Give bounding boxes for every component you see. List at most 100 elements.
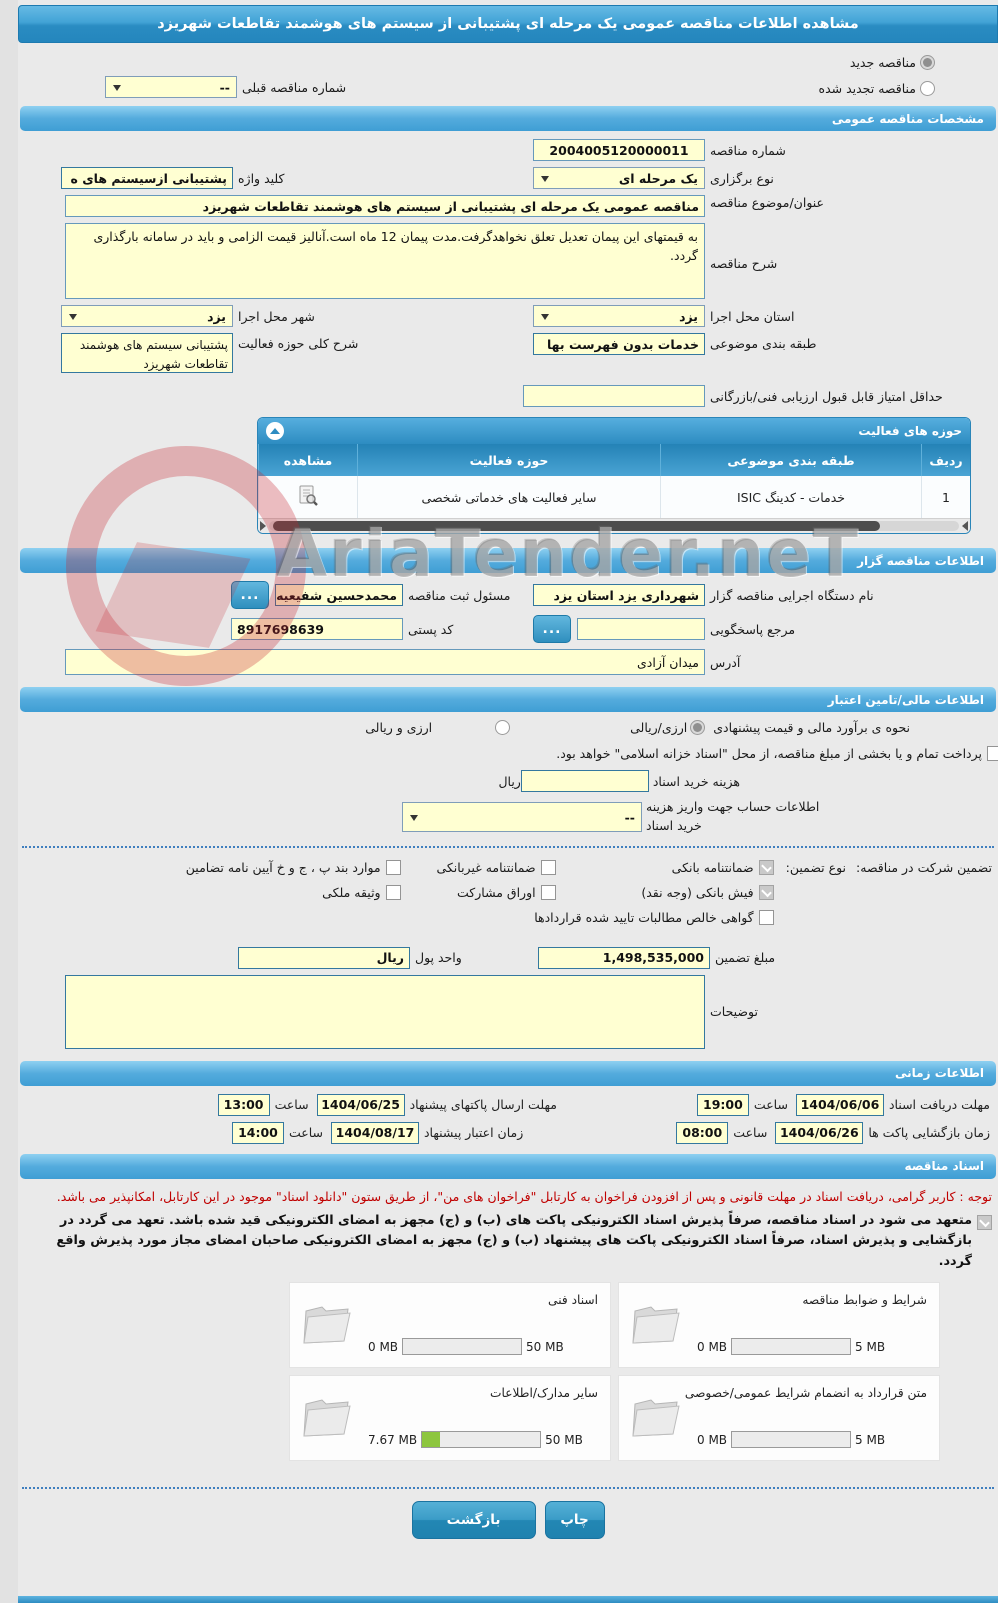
guarantee-checkbox[interactable] (540, 859, 556, 875)
row-index: 1 (921, 476, 970, 518)
guarantee-option: ضمانتنامه بانکی (556, 859, 774, 875)
col-index: ردیف (921, 444, 970, 476)
estimate-both-radio[interactable] (495, 720, 511, 735)
description-textarea[interactable]: به قیمتهای این پیمان تعدیل تعلق نخواهدگر… (65, 223, 705, 299)
tender-number-field[interactable]: 2004005120000011 (533, 139, 705, 161)
chevron-down-icon (410, 815, 418, 821)
scroll-right-icon[interactable] (260, 521, 266, 531)
packet-send-deadline: مهلت ارسال پاکتهای پیشنهاد 1404/06/25 سا… (217, 1093, 557, 1116)
upload-card-contract[interactable]: متن قرارداد به انضمام شرایط عمومی/خصوصی … (618, 1375, 940, 1462)
used-size: 0 MB (697, 1339, 728, 1354)
currency-field[interactable]: ریال (238, 946, 410, 969)
city-select[interactable]: یزد (61, 305, 233, 327)
upload-card-terms[interactable]: شرایط و ضوابط مناقصه 0 MB 5 MB (618, 1282, 940, 1369)
packet-open-time-field[interactable]: 08:00 (676, 1121, 729, 1144)
commitment-checkbox[interactable] (977, 1214, 992, 1230)
chevron-down-icon (541, 314, 549, 320)
back-button[interactable]: بازگشت (411, 1501, 536, 1540)
offer-validity-time-field[interactable]: 14:00 (231, 1121, 284, 1144)
contact-postal-row: مرجع پاسخگویی ... کد پستی 8917698639 (26, 615, 990, 643)
currency-label: واحد پول (415, 950, 462, 966)
packet-open-date-field[interactable]: 1404/06/26 (775, 1121, 864, 1144)
folder-icon (632, 1306, 680, 1344)
treasury-checkbox[interactable] (987, 746, 998, 761)
collapse-up-icon[interactable] (266, 422, 284, 440)
account-row: اطلاعات حساب جهت واریز هزینه خرید اسناد … (18, 798, 998, 836)
commitment-row: متعهد می شود در اسناد مناقصه، صرفاً پذیر… (24, 1211, 992, 1272)
city-label: شهر محل اجرا (238, 308, 315, 324)
view-details-icon[interactable] (296, 484, 320, 508)
keyword-field[interactable]: پشتیبانی ازسیستم های ه (61, 167, 233, 189)
guarantee-amount-label: مبلغ تضمین (715, 950, 776, 966)
page-container: مشاهده اطلاعات مناقصه عمومی یک مرحله ای … (18, 0, 998, 1603)
holding-type-select[interactable]: یک مرحله ای (533, 167, 705, 189)
keyword-label: کلید واژه (238, 170, 285, 186)
packet-open-time: زمان بازگشایی پاکت ها 1404/06/26 ساعت 08… (676, 1121, 990, 1144)
province-city-row: استان محل اجرا یزد شهر محل اجرا یزد (26, 305, 990, 327)
print-button[interactable]: چاپ (544, 1501, 605, 1540)
guarantee-checkbox[interactable] (385, 859, 401, 875)
section-organizer-header: اطلاعات مناقصه گزار (20, 548, 996, 573)
guarantee-checkbox[interactable] (385, 884, 401, 900)
offer-validity-date-field[interactable]: 1404/08/17 (330, 1121, 419, 1144)
postal-field[interactable]: 8917698639 (231, 618, 403, 640)
address-field[interactable]: میدان آزادی (65, 649, 705, 675)
account-select[interactable]: -- (402, 802, 642, 832)
doc-fee-field[interactable] (520, 770, 649, 793)
guarantee-option: فیش بانکی (وجه نقد) (556, 884, 774, 900)
used-size: 7.67 MB (368, 1432, 418, 1447)
max-size: 50 MB (545, 1432, 583, 1447)
min-score-field[interactable] (523, 385, 705, 407)
agency-label: نام دستگاه اجرایی مناقصه گزار (710, 587, 874, 603)
folder-icon (632, 1399, 680, 1437)
upload-progressbar (731, 1431, 852, 1449)
packet-send-date-field[interactable]: 1404/06/25 (316, 1093, 405, 1116)
chevron-down-icon (113, 85, 121, 91)
tender-new-row: مناقصه جدید (18, 55, 998, 70)
max-size: 5 MB (855, 1339, 886, 1354)
subject-field[interactable]: مناقصه عمومی یک مرحله ای پشتیبانی از سیس… (65, 195, 705, 217)
packet-send-time-field[interactable]: 13:00 (217, 1093, 270, 1116)
section-timing-header: اطلاعات زمانی (20, 1060, 996, 1086)
doc-receive-time-field[interactable]: 19:00 (696, 1093, 749, 1116)
guarantee-checkbox[interactable] (758, 884, 774, 900)
row-field: سایر فعالیت های خدماتی شخصی (357, 476, 661, 518)
prev-tender-number-select[interactable]: -- (105, 76, 237, 98)
scrollbar-thumb[interactable] (273, 521, 881, 531)
notes-label: توضیحات (710, 1004, 758, 1020)
max-size: 50 MB (526, 1339, 564, 1354)
guarantee-checkbox[interactable] (758, 859, 774, 875)
guarantee-amount-row: مبلغ تضمین 1,498,535,000 واحد پول ریال (26, 946, 990, 969)
upload-progressbar (421, 1431, 542, 1449)
notes-textarea[interactable] (65, 974, 705, 1049)
subject-label: عنوان/موضوع مناقصه (710, 195, 825, 210)
doc-receive-date-field[interactable]: 1404/06/06 (795, 1093, 884, 1116)
estimate-rial-radio[interactable] (690, 720, 706, 735)
province-select[interactable]: یزد (533, 305, 705, 327)
upload-card-technical[interactable]: اسناد فنی 0 MB 50 MB (289, 1282, 611, 1369)
registrar-browse-button[interactable]: ... (231, 581, 269, 609)
scope-textarea[interactable]: پشتیبانی سیستم های هوشمند تقاطعات شهریزد (61, 333, 233, 373)
scope-label: شرح کلی حوزه فعالیت (238, 336, 359, 351)
contact-browse-button[interactable]: ... (533, 615, 571, 643)
guarantee-option: اوراق مشارکت (401, 884, 556, 900)
guarantee-option: گواهی خالص مطالبات تایید شده قراردادها (401, 909, 774, 925)
registrar-field[interactable]: محمدحسین شفیعیه (275, 584, 403, 606)
table-row: 1 خدمات - کدینگ ISIC سایر فعالیت های خدم… (258, 476, 970, 518)
upload-card-other[interactable]: سایر مدارک/اطلاعات 7.67 MB 50 MB (289, 1375, 611, 1462)
agency-field[interactable]: شهرداری یزد استان یزد (533, 584, 705, 606)
used-size: 0 MB (697, 1432, 728, 1447)
guarantee-checkbox[interactable] (540, 884, 556, 900)
contact-field[interactable] (577, 618, 705, 640)
guarantee-checkbox[interactable] (758, 909, 774, 925)
upload-progressbar (731, 1338, 852, 1356)
tender-renewed-radio[interactable] (920, 80, 935, 96)
doc-fee-row: هزینه خرید اسناد ریال (18, 770, 998, 793)
tender-new-radio[interactable] (920, 55, 935, 70)
horizontal-scrollbar[interactable] (258, 518, 970, 533)
guarantee-amount-field[interactable]: 1,498,535,000 (538, 946, 710, 969)
subject-row: عنوان/موضوع مناقصه مناقصه عمومی یک مرحله… (26, 195, 990, 217)
scroll-left-icon[interactable] (962, 521, 968, 531)
category-field[interactable]: خدمات بدون فهرست بها (533, 333, 705, 355)
notes-row: توضیحات (26, 974, 990, 1049)
